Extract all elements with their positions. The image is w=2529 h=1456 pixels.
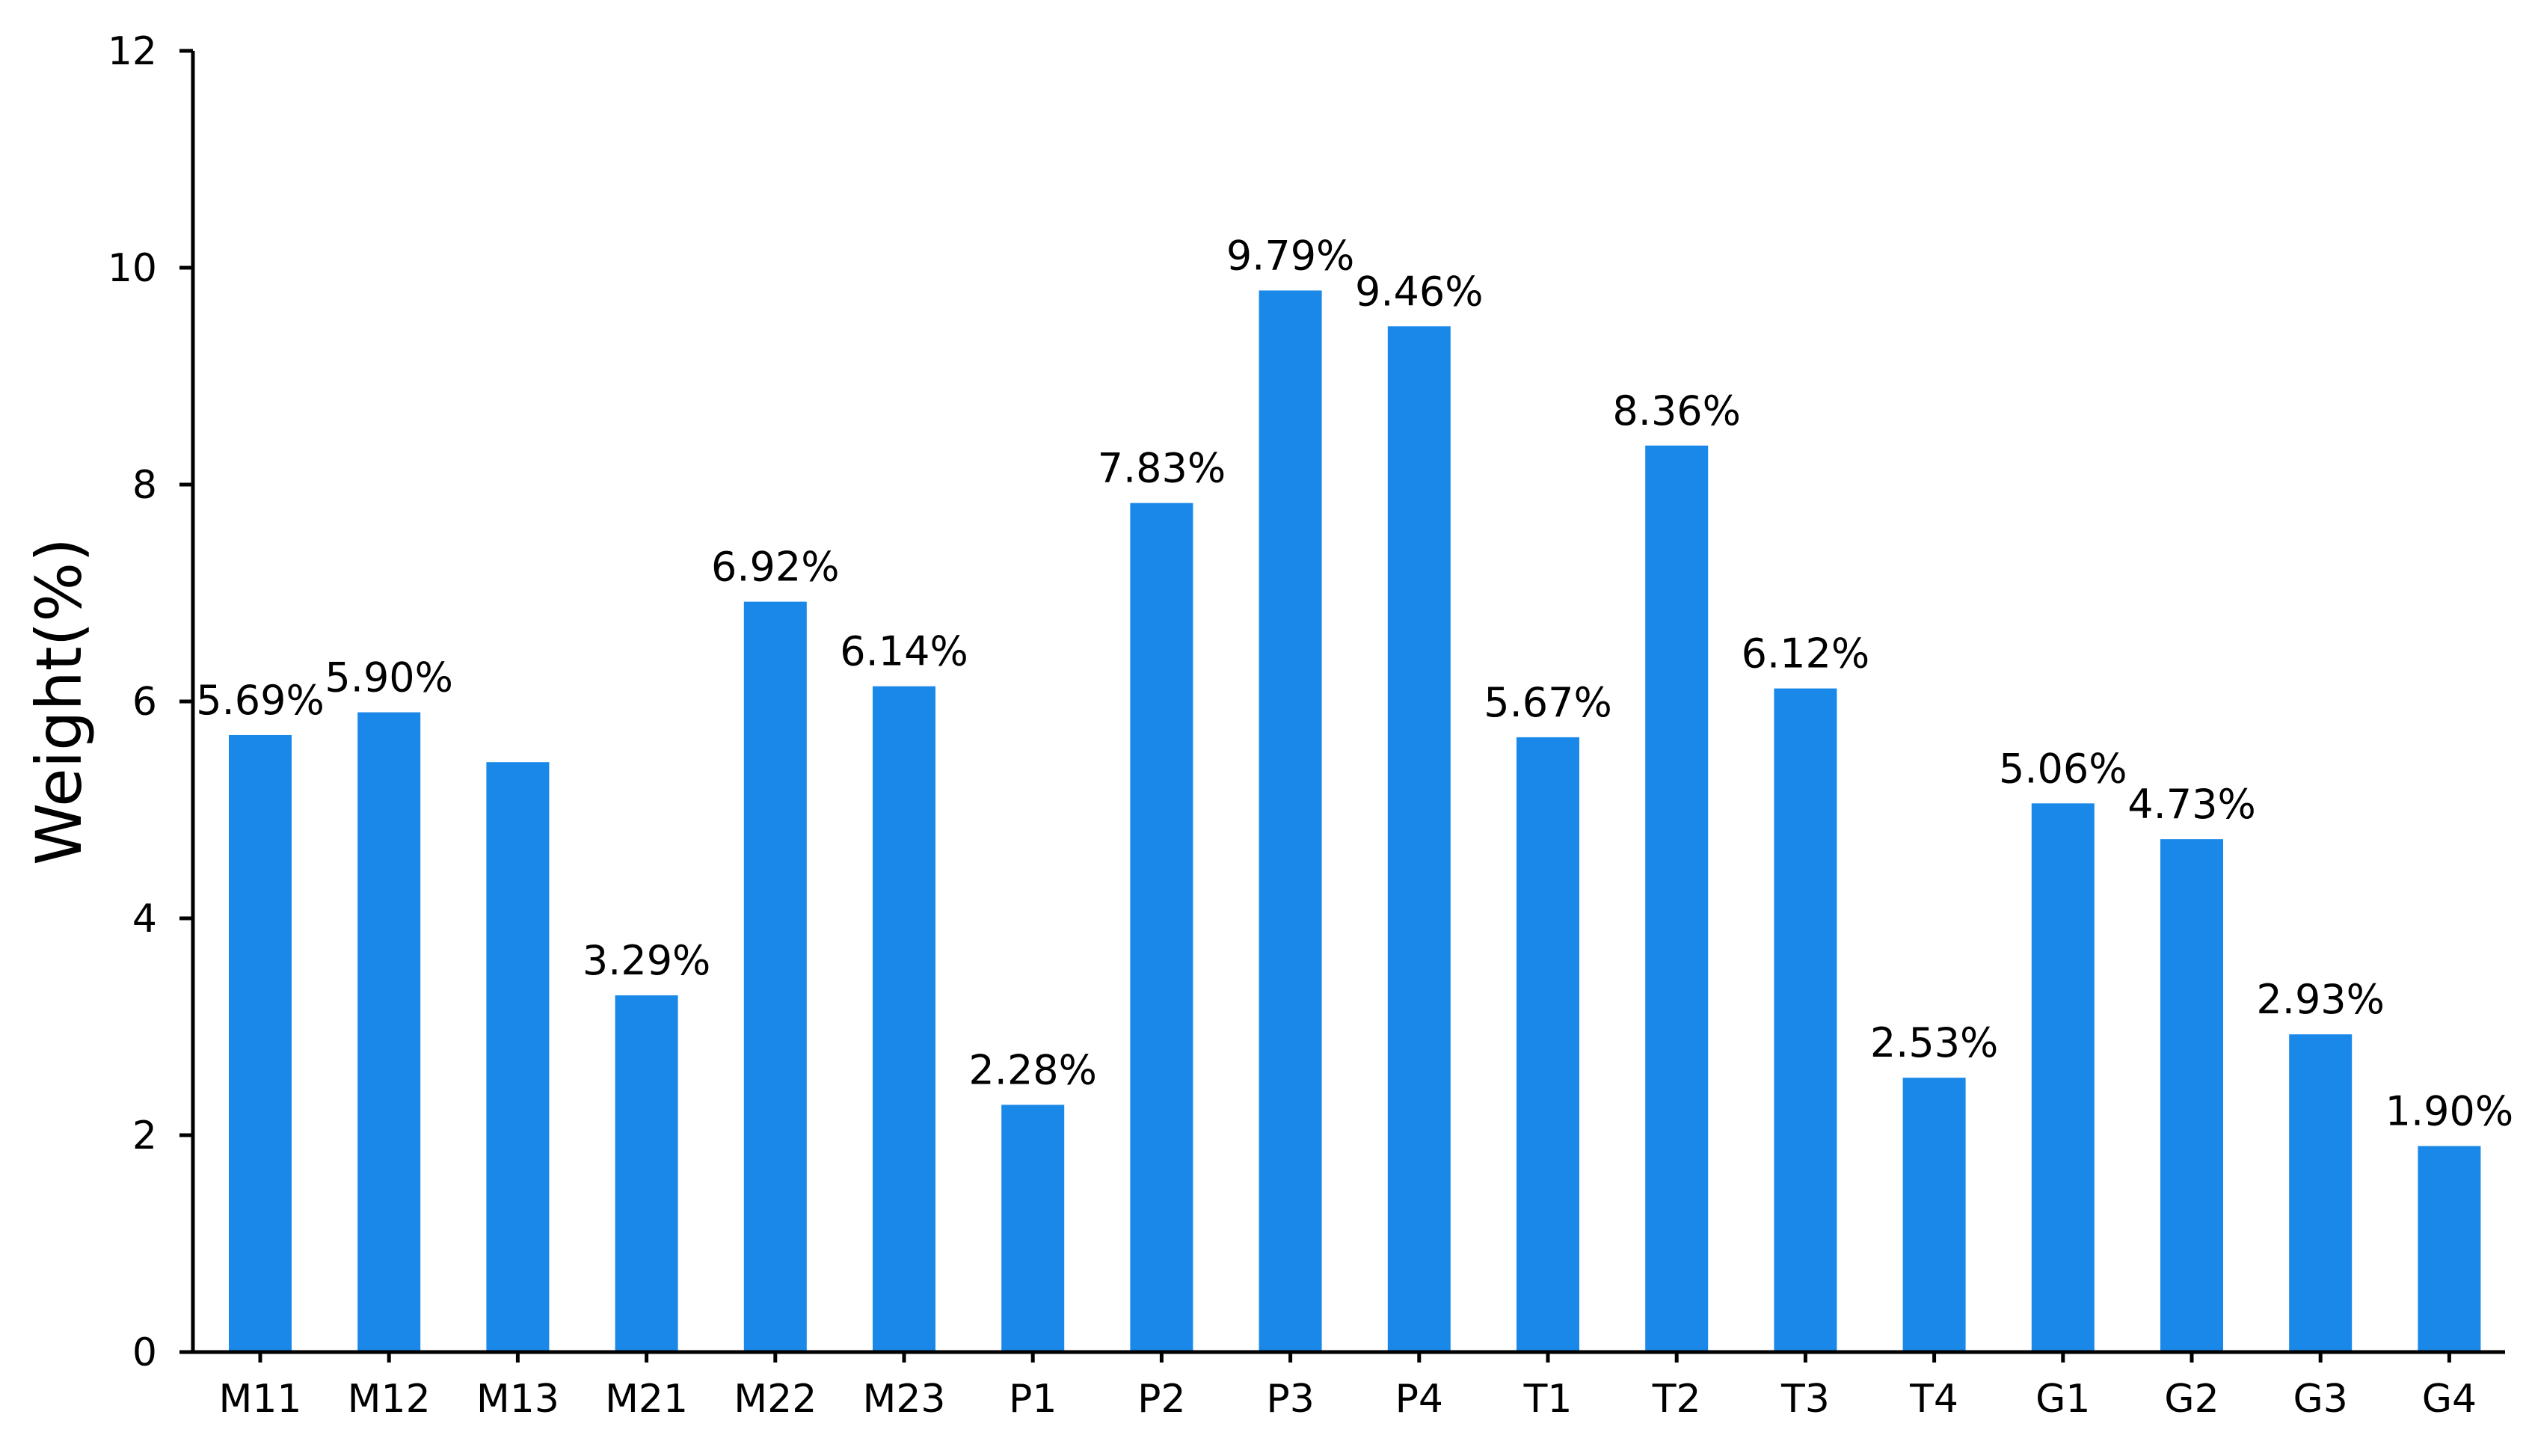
data-label-p2: 7.83% [1098,445,1226,492]
x-tick-label: G4 [2422,1377,2477,1422]
bar-g4 [2418,1146,2481,1352]
data-label-g3: 2.93% [2256,976,2385,1023]
x-tick-label: T3 [1780,1377,1830,1422]
bar-m11 [229,734,292,1352]
bar-m23 [873,686,935,1352]
y-tick-label: 8 [132,463,157,508]
bar-t1 [1517,737,1579,1352]
data-label-p1: 2.28% [968,1046,1097,1093]
x-tick-label: G1 [2035,1377,2090,1422]
data-label-t1: 5.67% [1484,679,1612,726]
bars-group [229,290,2481,1353]
data-label-g2: 4.73% [2127,781,2256,828]
bar-g2 [2160,839,2223,1352]
x-tick-label: M11 [218,1377,301,1422]
x-tick-label: G3 [2293,1377,2348,1422]
data-label-t3: 6.12% [1742,630,1870,678]
bar-t3 [1774,688,1837,1352]
x-tick-label: G2 [2164,1377,2219,1422]
bar-m12 [357,712,421,1352]
x-tick-label: P3 [1266,1377,1314,1422]
bar-p3 [1259,290,1322,1353]
bar-m22 [743,601,807,1352]
data-label-m23: 6.14% [840,628,968,675]
y-tick-label: 4 [132,897,157,942]
x-tick-label: M22 [734,1377,817,1422]
x-tick-label: M21 [605,1377,688,1422]
x-tick-label: M13 [476,1377,559,1422]
x-tick-label: T1 [1523,1377,1573,1422]
data-label-m21: 3.29% [583,937,711,984]
x-tick-label: M23 [862,1377,945,1422]
x-tick-label: P2 [1137,1377,1185,1422]
data-label-t4: 2.53% [1870,1019,1999,1066]
x-tick-label: M12 [348,1377,431,1422]
x-tick-label: T4 [1909,1377,1958,1422]
data-label-g4: 1.90% [2385,1088,2514,1135]
data-label-m12: 5.90% [325,654,453,701]
bar-g3 [2289,1034,2353,1352]
data-label-m11: 5.69% [196,677,325,724]
data-label-t2: 8.36% [1612,387,1741,434]
y-axis-title: Weight(%) [22,538,96,865]
x-tick-label: P1 [1009,1377,1057,1422]
bar-t4 [1902,1078,1966,1352]
bar-t2 [1645,445,1709,1352]
y-axis-ticks: 0 2 4 6 8 10 12 [108,29,193,1375]
data-labels-group: 5.69% 5.90% 3.29% 6.92%6.14% 2.28% 7.83% 9.79%… [196,232,2513,1134]
y-tick-label: 12 [108,29,157,74]
bar-p2 [1130,503,1193,1352]
bar-m13 [486,762,550,1352]
data-label-p3: 9.79% [1226,232,1355,279]
bar-g1 [2031,803,2095,1352]
data-label-g1: 5.06% [1999,745,2127,792]
bar-p1 [1001,1105,1065,1352]
y-tick-label: 10 [108,246,157,291]
x-axis-ticks: M11 M12 M13 M21 M22 M23 P1 P2 P3 P4 T1 T2 T3 T4 G1 G2 G3… [218,1352,2477,1422]
x-tick-label: P4 [1395,1377,1443,1422]
y-tick-label: 0 [132,1330,157,1375]
x-tick-label: T2 [1652,1377,1701,1422]
y-tick-label: 6 [132,680,157,725]
bar-m21 [615,995,678,1352]
bar-p4 [1387,326,1451,1352]
y-tick-label: 2 [132,1113,157,1158]
data-label-p4: 9.46% [1355,268,1484,315]
data-label-m22: 6.92% [711,544,840,591]
